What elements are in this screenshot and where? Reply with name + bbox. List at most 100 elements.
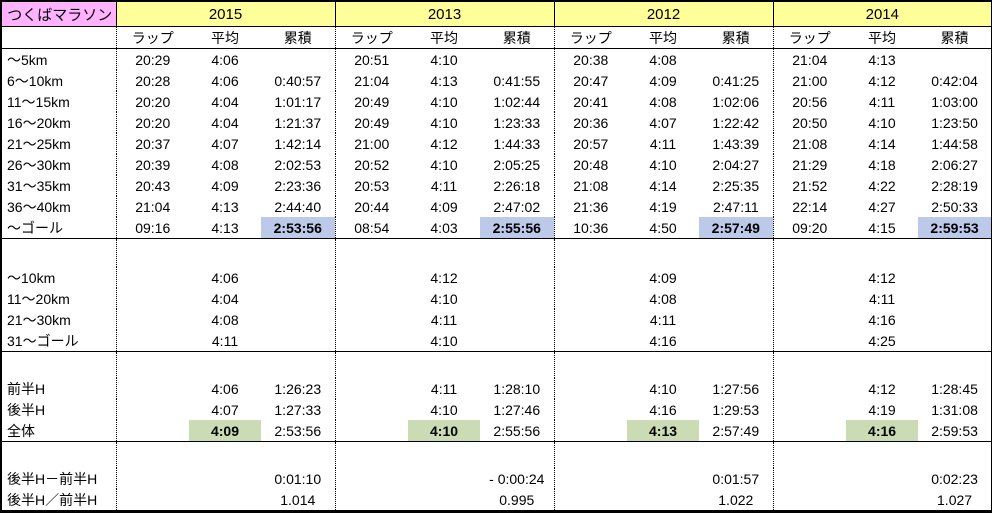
row-label: ～ゴール bbox=[1, 217, 116, 239]
cell-lap bbox=[115, 288, 189, 309]
cell-avg bbox=[627, 468, 699, 489]
cell-cum: 2:55:56 bbox=[480, 217, 555, 239]
cell-cum: 1:44:58 bbox=[931, 135, 978, 152]
cell-lap bbox=[334, 489, 409, 512]
spacer-cell bbox=[189, 442, 261, 469]
cell-lap bbox=[553, 468, 628, 489]
cell-cum: 2:59:53 bbox=[918, 420, 992, 442]
cell-cum: 0:42:04 bbox=[931, 72, 978, 89]
row-label: 31～ゴール bbox=[1, 330, 116, 352]
cell-lap: 20:48 bbox=[553, 154, 628, 175]
column-header-row: ラップ 平均 累積 ラップ 平均 累積 ラップ 平均 累積 ラップ 平均 累積 bbox=[1, 26, 992, 49]
cell-cum: 1:31:08 bbox=[931, 401, 978, 418]
cell-cum: 2:28:19 bbox=[931, 177, 978, 194]
cell-avg: 4:07 bbox=[211, 135, 239, 152]
table-row: 31～35km 20:43 4:09 2:23:36 20:53 4:11 2:26:18 2… bbox=[1, 175, 992, 196]
cell-avg: 4:16 bbox=[627, 330, 700, 352]
cell-avg: 4:10 bbox=[430, 290, 458, 307]
cell-avg: 4:08 bbox=[211, 156, 239, 173]
cell-lap bbox=[772, 468, 847, 489]
spacer-cell bbox=[553, 441, 628, 468]
cell-lap bbox=[553, 330, 628, 352]
cell-avg bbox=[189, 489, 261, 512]
spacer-cell bbox=[261, 239, 335, 268]
cell-avg: 4:10 bbox=[408, 330, 481, 352]
cell-avg: 4:11 bbox=[430, 177, 458, 194]
cell-cum bbox=[480, 330, 555, 352]
cell-cum: 2:53:56 bbox=[261, 420, 336, 442]
column-header-lap: ラップ bbox=[772, 26, 847, 49]
cell-cum: 2:50:33 bbox=[931, 198, 978, 215]
cell-lap bbox=[553, 309, 628, 330]
row-label: 後半H－前半H bbox=[7, 470, 98, 487]
cell-cum: 2:02:53 bbox=[274, 156, 322, 173]
cell-lap: 10:36 bbox=[553, 217, 628, 239]
spacer-cell bbox=[115, 238, 189, 267]
cell-avg: 4:50 bbox=[627, 217, 700, 239]
cell-lap bbox=[334, 420, 409, 442]
table-row: 21～30km 4:08 4:11 4:11 4:16 bbox=[1, 309, 992, 330]
table-row: ～10km 4:06 4:12 4:09 4:12 bbox=[1, 267, 992, 288]
cell-cum: 2:59:53 bbox=[918, 217, 992, 239]
cell-cum: 0:02:23 bbox=[931, 470, 978, 487]
cell-cum: 0:41:55 bbox=[493, 72, 541, 89]
cell-avg: 4:22 bbox=[868, 177, 896, 194]
column-header-cum: 累積 bbox=[699, 26, 774, 49]
spacer-cell bbox=[918, 239, 992, 268]
row-label: 後半H bbox=[7, 401, 46, 418]
cell-lap bbox=[772, 288, 847, 309]
cell-lap: 20:50 bbox=[772, 112, 847, 133]
cell-avg: 4:11 bbox=[189, 330, 261, 352]
cell-lap: 20:29 bbox=[115, 48, 189, 70]
cell-lap: 21:08 bbox=[553, 175, 628, 196]
spacer-row bbox=[1, 441, 992, 469]
column-header-lap: ラップ bbox=[334, 26, 409, 49]
cell-lap: 22:14 bbox=[772, 196, 847, 217]
cell-lap: 21:00 bbox=[772, 70, 847, 91]
cell-avg: 4:11 bbox=[649, 135, 677, 152]
cell-cum: 1:01:17 bbox=[274, 93, 322, 110]
cell-lap bbox=[115, 309, 189, 330]
cell-lap bbox=[553, 267, 628, 288]
row-label: 26～30km bbox=[7, 156, 71, 173]
cell-avg: 4:10 bbox=[649, 156, 677, 173]
cell-lap: 21:36 bbox=[553, 196, 628, 217]
cell-lap: 08:54 bbox=[334, 217, 409, 239]
cell-cum: 2:06:27 bbox=[931, 156, 978, 173]
column-header-lap: ラップ bbox=[115, 26, 189, 49]
cell-lap bbox=[334, 288, 409, 309]
cell-avg: 4:06 bbox=[211, 269, 239, 286]
cell-avg bbox=[627, 489, 699, 512]
cell-lap: 20:52 bbox=[334, 154, 409, 175]
cell-cum: 1:29:53 bbox=[712, 401, 760, 418]
cell-cum bbox=[918, 49, 992, 71]
cell-avg: 4:16 bbox=[846, 420, 919, 442]
cell-avg: 4:19 bbox=[649, 198, 677, 215]
spacer-cell bbox=[699, 239, 773, 268]
cell-avg: 4:18 bbox=[868, 156, 896, 173]
cell-avg: 4:11 bbox=[430, 380, 458, 397]
cell-cum: 2:47:11 bbox=[712, 198, 759, 215]
cell-avg: 4:12 bbox=[868, 380, 896, 397]
cell-avg: 4:11 bbox=[868, 93, 896, 110]
cell-cum: 0:01:10 bbox=[274, 470, 322, 487]
row-label: 21～25km bbox=[7, 135, 71, 152]
cell-cum bbox=[261, 288, 335, 309]
spacer-cell bbox=[627, 352, 699, 379]
cell-cum bbox=[261, 267, 335, 288]
row-label: 31～35km bbox=[7, 177, 71, 194]
year-header: 2014 bbox=[772, 0, 992, 27]
cell-avg: 4:13 bbox=[211, 198, 239, 215]
spacer-cell bbox=[334, 351, 409, 378]
cell-lap bbox=[334, 468, 409, 489]
cell-cum: 2:47:02 bbox=[493, 198, 541, 215]
cell-lap: 09:16 bbox=[115, 217, 189, 239]
cell-avg: 4:12 bbox=[868, 72, 896, 89]
row-label: 6～10km bbox=[7, 72, 64, 89]
spacer-cell bbox=[408, 239, 480, 268]
cell-avg: 4:06 bbox=[211, 380, 239, 397]
cell-cum: 1:23:50 bbox=[931, 114, 978, 131]
cell-lap: 20:38 bbox=[553, 48, 628, 70]
